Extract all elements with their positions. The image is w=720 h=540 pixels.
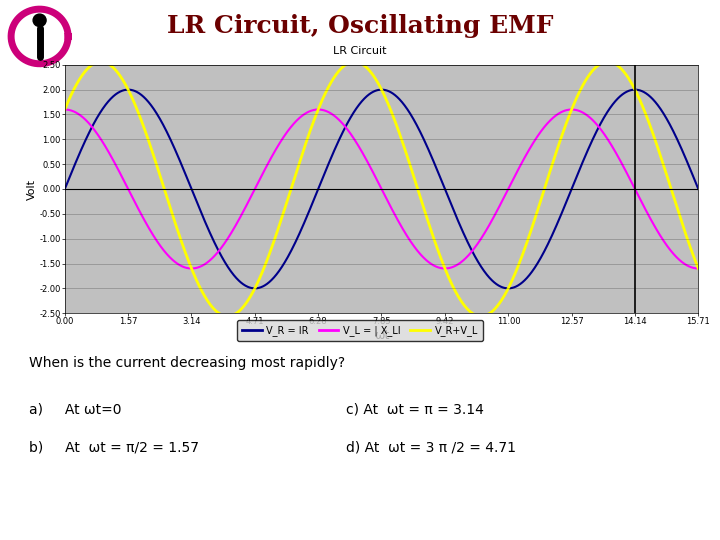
Text: LR Circuit, Oscillating EMF: LR Circuit, Oscillating EMF [167, 14, 553, 37]
Circle shape [33, 14, 46, 26]
X-axis label: ωt: ωt [374, 329, 390, 342]
Text: b)     At  ωt = π/2 = 1.57: b) At ωt = π/2 = 1.57 [29, 440, 199, 454]
Y-axis label: Volt: Volt [27, 179, 37, 199]
Text: LR Circuit: LR Circuit [333, 46, 387, 56]
Text: When is the current decreasing most rapidly?: When is the current decreasing most rapi… [29, 356, 345, 370]
Text: c) At  ωt = π = 3.14: c) At ωt = π = 3.14 [346, 402, 483, 416]
Legend: V_R = IR, V_L = | X_LI, V_R+V_L: V_R = IR, V_L = | X_LI, V_R+V_L [237, 320, 483, 341]
Text: a)     At ωt=0: a) At ωt=0 [29, 402, 121, 416]
Text: d) At  ωt = 3 π /2 = 4.71: d) At ωt = 3 π /2 = 4.71 [346, 440, 516, 454]
